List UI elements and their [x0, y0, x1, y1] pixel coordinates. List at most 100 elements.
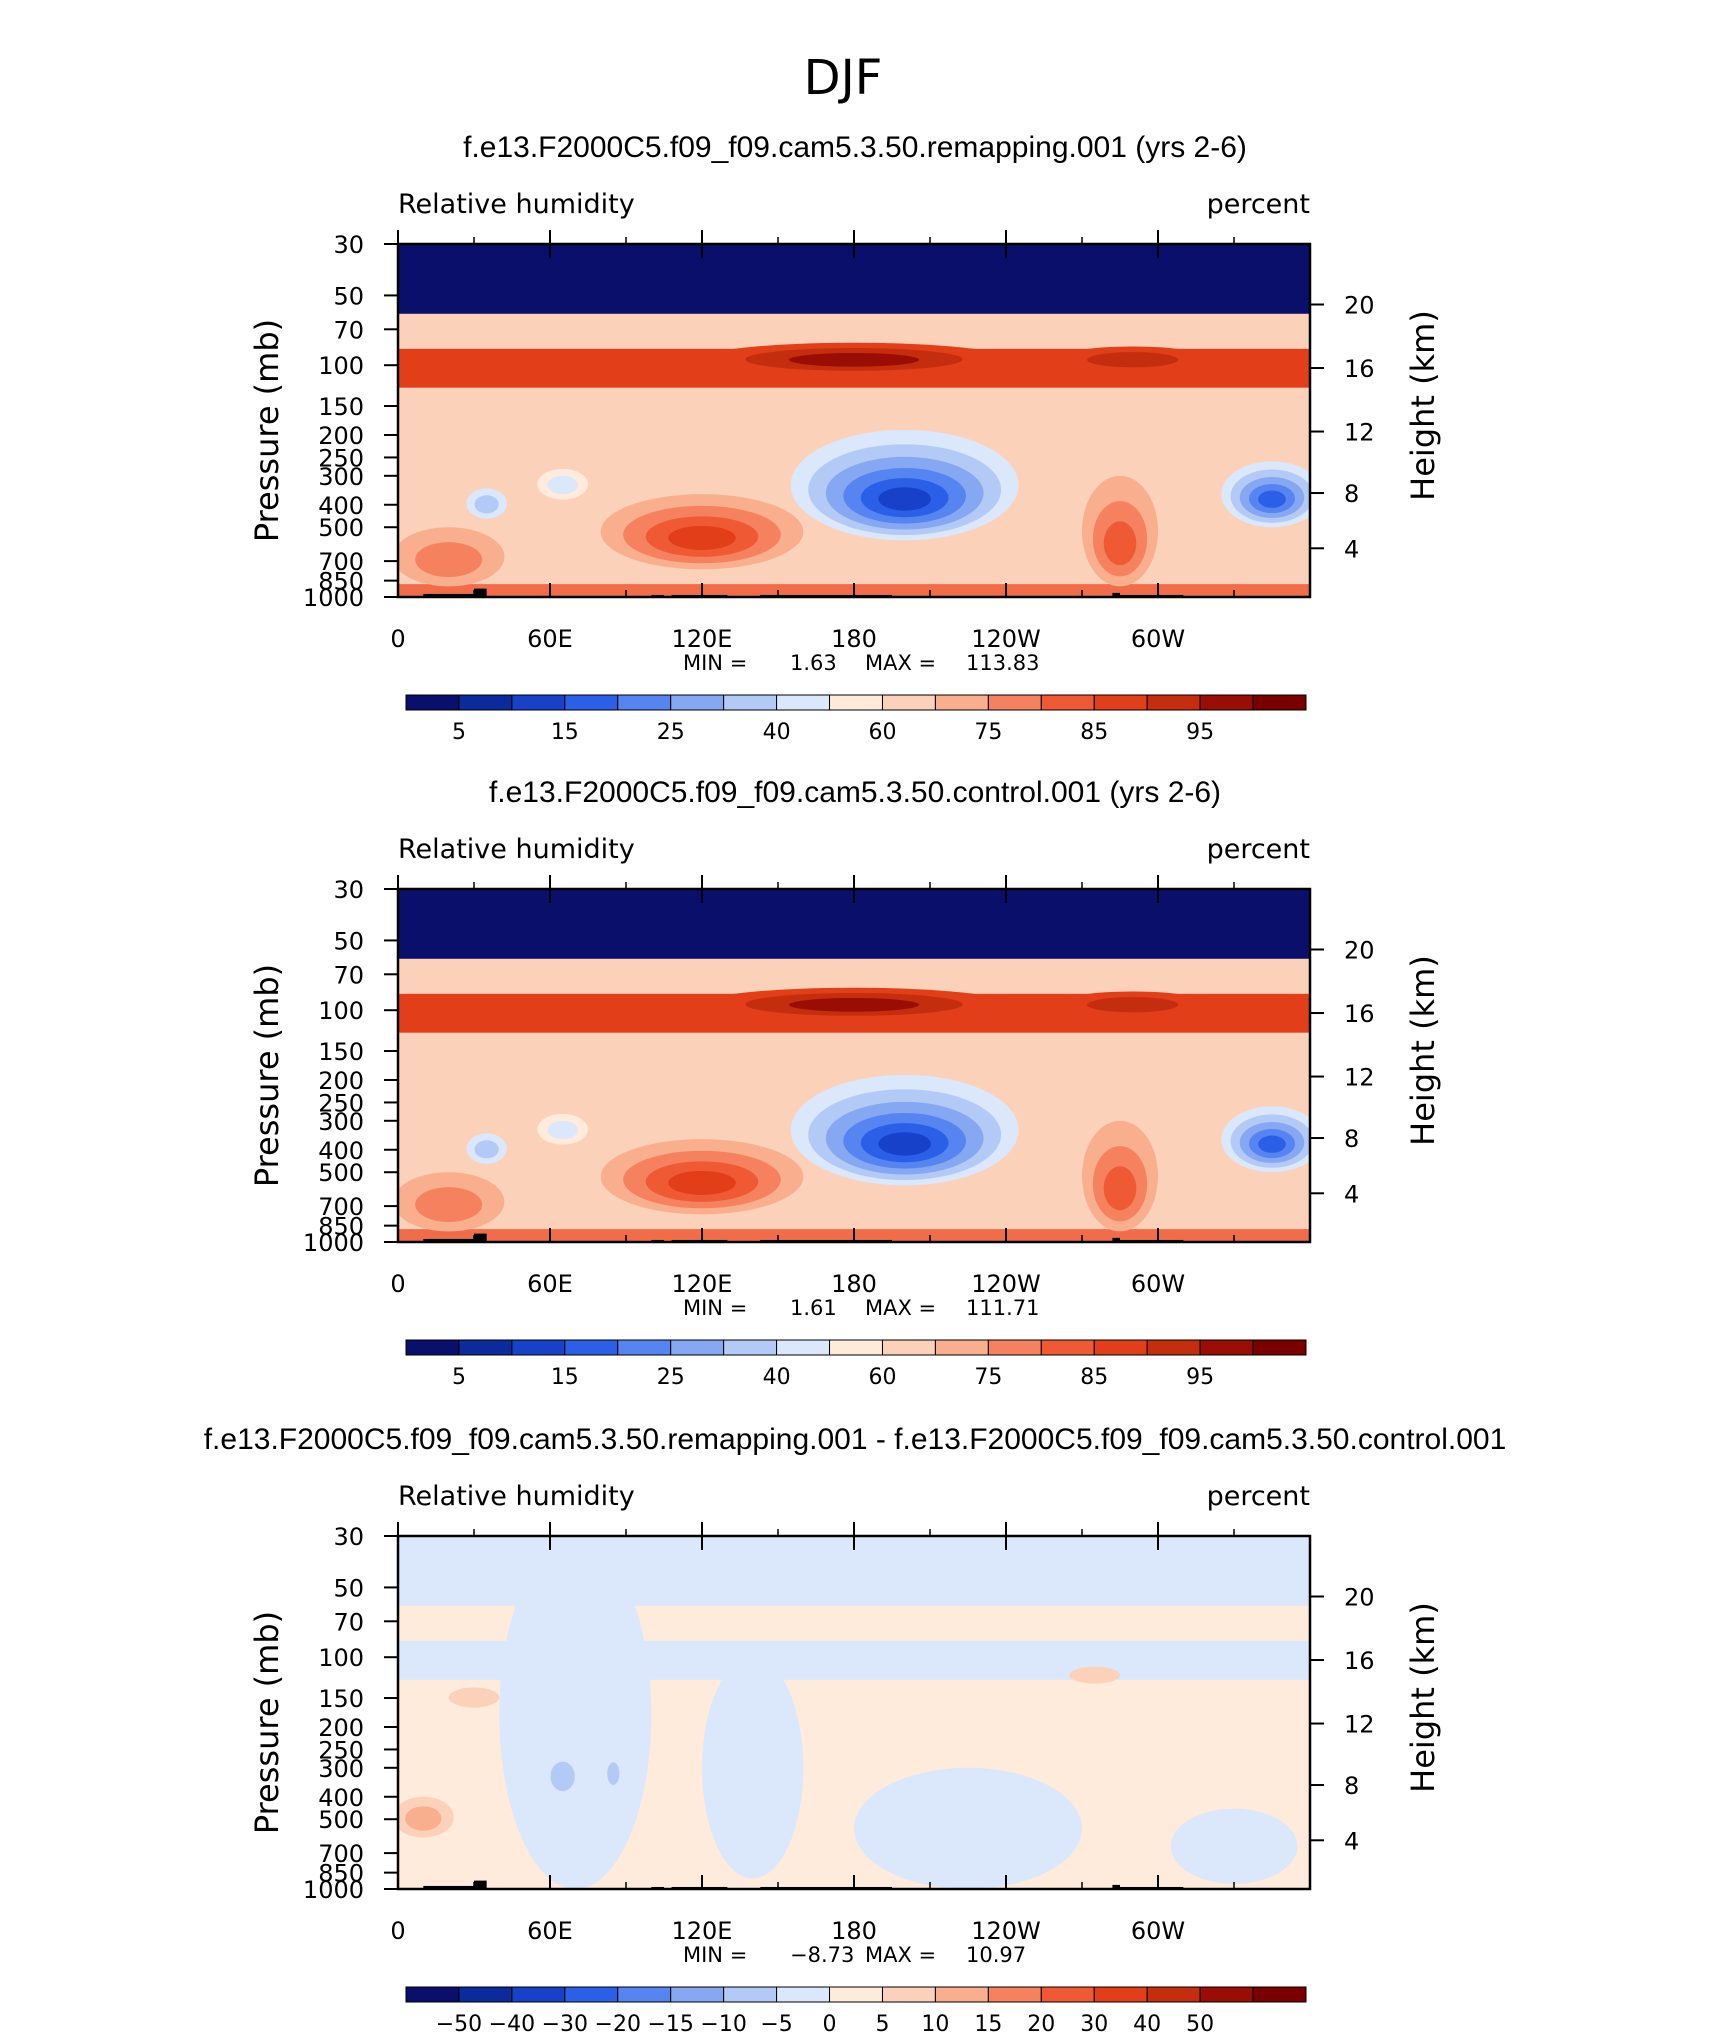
y-tick-label: 850: [318, 1860, 364, 1888]
y-tick-label: 150: [318, 1038, 364, 1066]
y-tick-label: 50: [333, 927, 364, 955]
min-value: −8.73: [790, 1943, 854, 1967]
y-tick-label: 300: [318, 1108, 364, 1136]
colorbar-label: 85: [1080, 720, 1108, 745]
colorbar-label: 0: [823, 2012, 837, 2036]
y-tick-label: 1000: [303, 584, 364, 612]
colorbar-swatch-4: [564, 1986, 619, 2003]
colorbar-swatch-12: [987, 1986, 1042, 2003]
contour-blob-2-level-1: [702, 1657, 804, 1879]
x-tick-label: 0: [390, 625, 405, 653]
contour-blob-5-level-3: [1103, 1166, 1137, 1211]
terrain-block-2: [474, 1233, 487, 1242]
contour-blob-1-level-1: [499, 1539, 652, 1889]
colorbar-swatch-13: [1040, 1339, 1095, 1356]
y2-tick-label: 12: [1344, 419, 1375, 447]
colorbar-swatch-11: [934, 1986, 989, 2003]
left-label: Relative humidity: [398, 189, 635, 220]
y-tick-label: 70: [333, 961, 364, 989]
colorbar-label: 60: [868, 720, 896, 745]
colorbar-label: 50: [1186, 2012, 1214, 2036]
colorbar-swatch-4: [564, 694, 619, 711]
colorbar-label: 40: [1133, 2012, 1161, 2036]
colorbar-swatch-2: [458, 1339, 513, 1356]
colorbar-swatch-13: [1040, 694, 1095, 711]
right-label: percent: [1207, 834, 1310, 865]
contour-field: [398, 244, 1310, 597]
contour-blob-4-level-2: [415, 1187, 483, 1223]
colorbar-label: 15: [974, 2012, 1002, 2036]
colorbar-swatch-8: [776, 1339, 831, 1356]
min-value: 1.63: [790, 651, 837, 675]
y2-tick-label: 12: [1344, 1064, 1375, 1092]
y-tick-label: 250: [318, 444, 364, 472]
colorbar-swatch-17: [1252, 1339, 1307, 1356]
colorbar-swatch-2: [458, 694, 513, 711]
colorbar-swatch-3: [511, 1986, 566, 2003]
contour-blob-3-level-1: [854, 1767, 1082, 1889]
y-tick-label: 100: [318, 1644, 364, 1672]
right-label: percent: [1207, 1481, 1310, 1512]
panel-2: f.e13.F2000C5.f09_f09.cam5.3.50.control.…: [248, 776, 1442, 1390]
colorbar-swatch-7: [723, 1339, 778, 1356]
panel-title: f.e13.F2000C5.f09_f09.cam5.3.50.control.…: [489, 776, 1221, 809]
colorbar-swatch-1: [405, 1986, 460, 2003]
colorbar-label: 10: [921, 2012, 949, 2036]
x-tick-label: 120E: [672, 1917, 733, 1945]
min-value: 1.61: [790, 1296, 837, 1320]
y-tick-label: 100: [318, 352, 364, 380]
max-label: MAX =: [865, 651, 936, 675]
y-tick-label: 70: [333, 1608, 364, 1636]
colorbar-swatch-5: [617, 1339, 672, 1356]
colorbar-label: 75: [974, 720, 1002, 745]
y-tick-label: 150: [318, 393, 364, 421]
colorbar-swatch-2: [458, 1986, 513, 2003]
panel-title: f.e13.F2000C5.f09_f09.cam5.3.50.remappin…: [204, 1423, 1507, 1456]
min-label: MIN =: [683, 651, 747, 675]
colorbar-label: −15: [647, 2012, 693, 2036]
colorbar-swatch-14: [1093, 694, 1148, 711]
contour-blob-8-level-1: [448, 1687, 500, 1708]
colorbar-label: 30: [1080, 2012, 1108, 2036]
colorbar-label: 5: [875, 2012, 889, 2036]
terrain-block-1: [423, 1885, 474, 1889]
y-tick-label: 30: [333, 1523, 364, 1551]
colorbar-swatch-9: [829, 694, 883, 711]
contour-blob-2-level-5: [1258, 490, 1286, 508]
colorbar-label: 95: [1186, 720, 1214, 745]
colorbar-label: 5: [452, 1365, 466, 1390]
y-tick-label: 150: [318, 1685, 364, 1713]
x-tick-label: 180: [831, 625, 877, 653]
left-label: Relative humidity: [398, 834, 635, 865]
colorbar-swatch-12: [987, 1339, 1042, 1356]
colorbar-swatch-12: [987, 694, 1042, 711]
x-tick-label: 60W: [1131, 1917, 1185, 1945]
colorbar-swatch-3: [511, 1339, 566, 1356]
y2-axis-title: Height (km): [1404, 1602, 1442, 1793]
colorbar-swatch-10: [881, 1986, 936, 2003]
x-tick-label: 120W: [971, 625, 1041, 653]
y-tick-label: 200: [318, 1714, 364, 1742]
colorbar-swatch-4: [564, 1339, 619, 1356]
colorbar-label: 75: [974, 1365, 1002, 1390]
terrain-block-6: [1112, 592, 1120, 597]
colorbar-swatch-10: [881, 1339, 936, 1356]
contour-blob-1-level-6: [878, 1132, 931, 1156]
y-tick-label: 850: [318, 1213, 364, 1241]
colorbar-swatch-15: [1146, 1986, 1201, 2003]
colorbar-swatch-9: [829, 1339, 883, 1356]
contour-blob-6-level-3: [788, 352, 920, 367]
y-axis-title: Pressure (mb): [248, 319, 286, 542]
y-tick-label: 200: [318, 1067, 364, 1095]
y2-tick-label: 8: [1344, 480, 1359, 508]
contour-blob-1-level-6: [878, 487, 931, 511]
terrain-block-2: [474, 1880, 487, 1889]
x-tick-label: 120W: [971, 1270, 1041, 1298]
contour-blob-7-level-2: [1087, 352, 1179, 368]
colorbar-label: 15: [551, 720, 579, 745]
y-tick-label: 700: [318, 1840, 364, 1868]
colorbar-swatch-5: [617, 1986, 672, 2003]
terrain-block-1: [423, 593, 474, 597]
colorbar-swatch-15: [1146, 1339, 1201, 1356]
